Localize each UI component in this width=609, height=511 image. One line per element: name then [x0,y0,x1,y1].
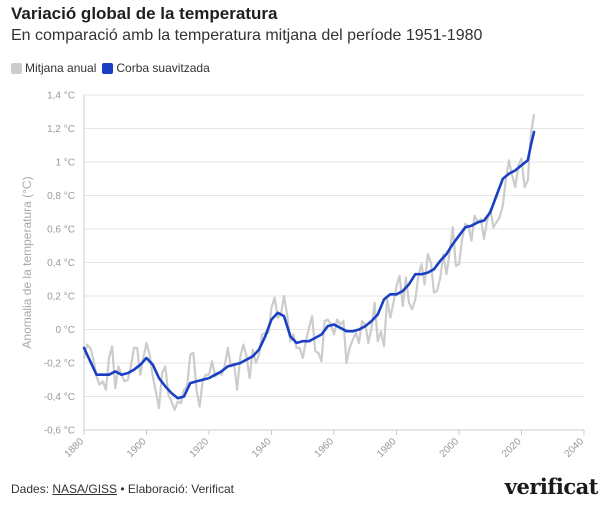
x-tick-label: 1960 [313,436,337,460]
x-tick-label: 1920 [188,436,212,460]
y-axis-title: Anomalia de la temperatura (°C) [20,176,34,348]
legend-item-annual[interactable]: Mitjana anual [11,61,96,75]
y-tick-label: 0,6 °C [47,225,75,236]
y-tick-label: 0,4 °C [47,258,75,269]
x-tick-label: 1880 [63,436,87,460]
credit-text: Elaboració: Verificat [127,482,234,496]
x-tick-label: 1980 [375,436,399,460]
x-tick-label: 1900 [125,436,149,460]
y-tick-label: -0,2 °C [44,359,75,370]
y-tick-label: 0 °C [55,325,75,336]
legend: Mitjana anual Corba suavitzada [11,61,216,75]
x-tick-label: 2040 [563,436,587,460]
series-line-smoothed[interactable] [82,130,536,400]
verificat-logo: verificat [504,474,599,499]
source-link[interactable]: NASA/GISS [52,482,118,496]
y-tick-label: -0,6 °C [44,426,75,437]
legend-label-annual: Mitjana anual [25,61,97,75]
source-footer: Dades: NASA/GISS • Elaboració: Verificat [11,482,234,496]
y-tick-label: 1 °C [55,158,75,169]
legend-label-smoothed: Corba suavitzada [116,61,210,75]
y-tick-label: 1,2 °C [47,124,75,135]
legend-item-smoothed[interactable]: Corba suavitzada [102,61,210,75]
series-line-annual[interactable] [82,113,536,411]
y-tick-label: 1,4 °C [47,91,75,102]
legend-swatch-annual [11,62,22,74]
y-tick-label: 0,2 °C [47,292,75,303]
y-tick-label: -0,4 °C [44,392,75,403]
y-tick-label: 0,8 °C [47,191,75,202]
chart-title: Variació global de la temperatura [11,4,278,23]
chart-subtitle: En comparació amb la temperatura mitjana… [11,27,483,44]
source-separator: • [117,482,128,496]
source-prefix: Dades: [11,482,53,496]
x-tick-label: 2000 [438,436,462,460]
x-tick-label: 1940 [250,436,274,460]
x-tick-label: 2020 [500,436,524,460]
legend-swatch-smoothed [102,62,114,74]
